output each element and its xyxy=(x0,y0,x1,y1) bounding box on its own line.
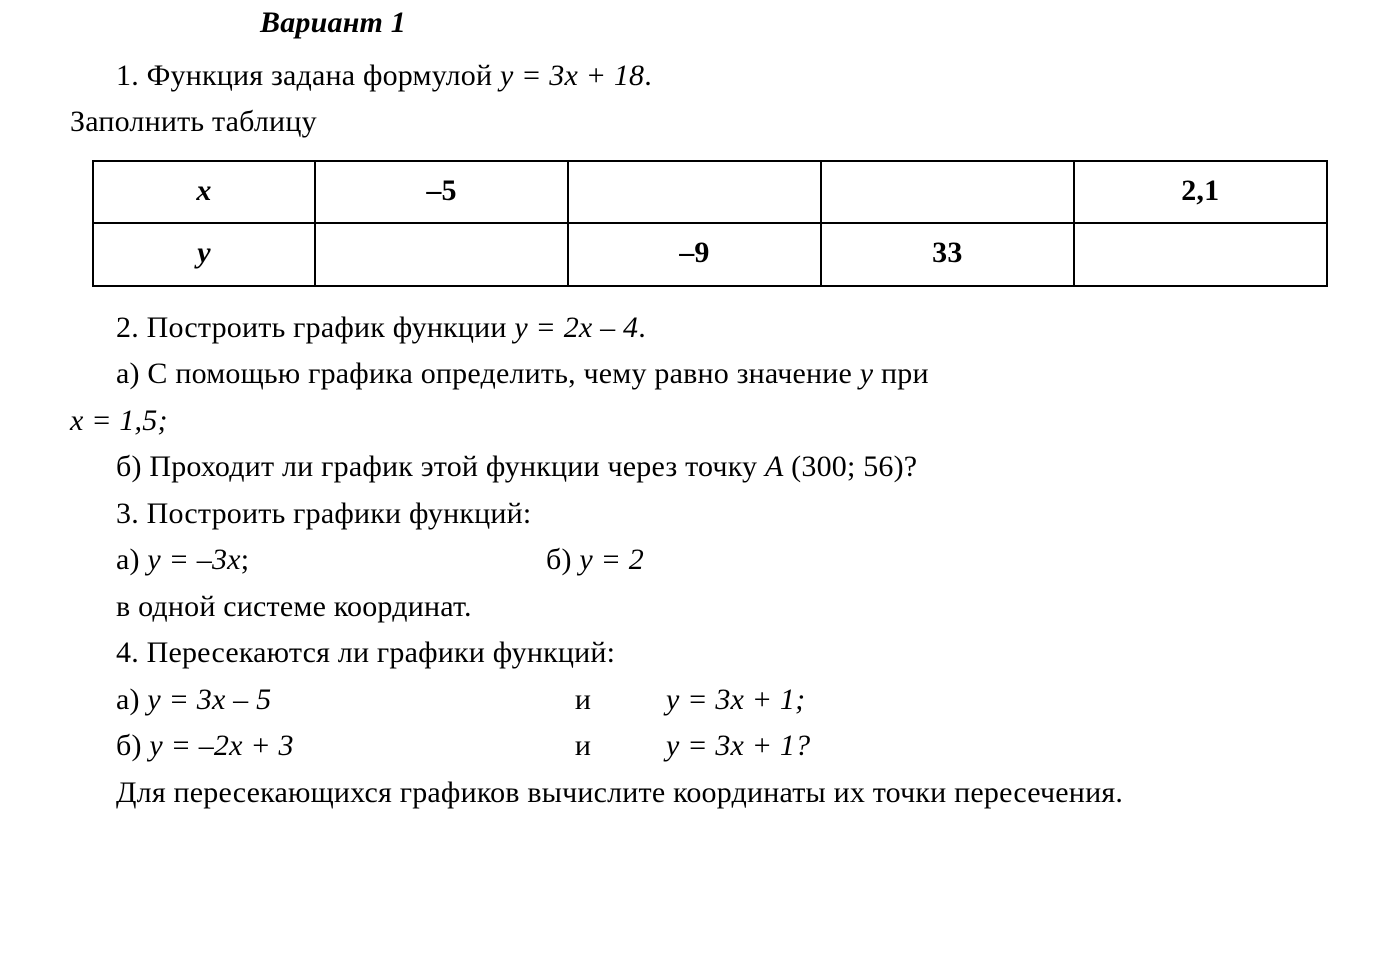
p2-prefix: 2. Построить график функции xyxy=(116,311,514,344)
p2-item-a-line1: а) С помощью графика определить, чему ра… xyxy=(70,351,1344,398)
p4-row-b: б) y = –2x + 3 и y = 3x + 1? xyxy=(70,723,1344,770)
p3-b-label: б) xyxy=(546,543,579,576)
p1-prefix: 1. Функция задана формулой xyxy=(116,59,500,92)
p4-b-f2: y = 3x + 1? xyxy=(666,729,810,762)
p2-a-prefix: а) С помощью графика определить, чему ра… xyxy=(116,357,860,390)
problem-4-statement: 4. Пересекаются ли графики функций: xyxy=(70,630,1344,677)
p3-closing: в одной системе координат. xyxy=(70,584,1344,631)
p4-a-f1: y = 3x – 5 xyxy=(147,683,271,716)
p2-x-eq: x = 1,5; xyxy=(70,404,168,437)
p1-table-row-y: y –9 33 xyxy=(93,223,1327,286)
p3-items-row: а) y = –3x; б) y = 2 xyxy=(70,537,1344,584)
p1-y-c1 xyxy=(315,223,568,286)
p1-suffix: . xyxy=(644,59,652,92)
problem-3-statement: 3. Построить графики функций: xyxy=(70,491,1344,538)
p4-b-f1: y = –2x + 3 xyxy=(149,729,293,762)
p1-formula: y = 3x + 18 xyxy=(500,59,644,92)
p1-x-c4: 2,1 xyxy=(1074,161,1327,224)
p2-y-var: y xyxy=(860,357,874,390)
p4-a-conj: и xyxy=(500,677,620,724)
p2-point-coords: (300; 56)? xyxy=(783,450,917,483)
p1-x-c1: –5 xyxy=(315,161,568,224)
variant-title: Вариант 1 xyxy=(70,0,1344,47)
p4-b-conj: и xyxy=(500,723,620,770)
p4-row-a: а) y = 3x – 5 и y = 3x + 1; xyxy=(70,677,1344,724)
p1-x-c2 xyxy=(568,161,821,224)
p1-table-row-x: x –5 2,1 xyxy=(93,161,1327,224)
p3-b-formula: y = 2 xyxy=(579,543,644,576)
p1-y-c2: –9 xyxy=(568,223,821,286)
p4-a-label: а) xyxy=(116,683,147,716)
p1-x-c3 xyxy=(821,161,1074,224)
p1-y-c4 xyxy=(1074,223,1327,286)
p1-table: x –5 2,1 y –9 33 xyxy=(92,160,1328,287)
p2-point-a: A xyxy=(765,450,784,483)
p2-b-prefix: б) Проходит ли график этой функции через… xyxy=(116,450,765,483)
p4-closing: Для пересекающихся графиков вычислите ко… xyxy=(70,770,1344,817)
p2-formula: y = 2x – 4 xyxy=(514,311,638,344)
p3-a-label: а) xyxy=(116,543,147,576)
p1-instruction: Заполнить таблицу xyxy=(70,99,1344,146)
p2-suffix: . xyxy=(638,311,646,344)
p1-y-c3: 33 xyxy=(821,223,1074,286)
p2-item-a-line2: x = 1,5; xyxy=(70,398,1344,445)
p2-a-mid: при xyxy=(881,357,929,390)
p4-a-f2: y = 3x + 1; xyxy=(666,683,805,716)
p2-item-b: б) Проходит ли график этой функции через… xyxy=(70,444,1344,491)
problem-2-statement: 2. Построить график функции y = 2x – 4. xyxy=(70,305,1344,352)
problem-1-statement: 1. Функция задана формулой y = 3x + 18. xyxy=(70,53,1344,100)
p1-y-header: y xyxy=(93,223,315,286)
document-page: Вариант 1 1. Функция задана формулой y =… xyxy=(0,0,1374,958)
p3-a-suffix: ; xyxy=(241,543,250,576)
p4-b-label: б) xyxy=(116,729,149,762)
p1-x-header: x xyxy=(93,161,315,224)
p3-a-formula: y = –3x xyxy=(147,543,240,576)
